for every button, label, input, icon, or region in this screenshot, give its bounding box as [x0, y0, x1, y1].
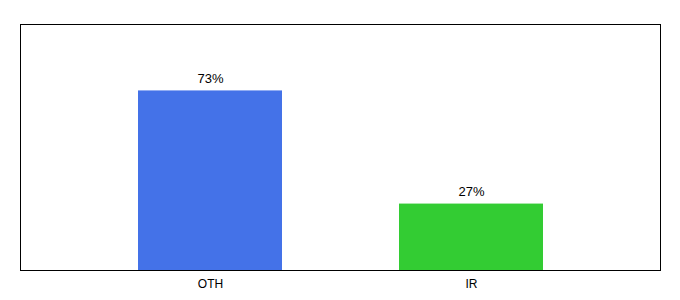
svg-text:OTH: OTH	[198, 277, 223, 291]
svg-text:IR: IR	[466, 277, 478, 291]
svg-text:27%: 27%	[458, 184, 484, 199]
svg-text:73%: 73%	[197, 71, 223, 86]
